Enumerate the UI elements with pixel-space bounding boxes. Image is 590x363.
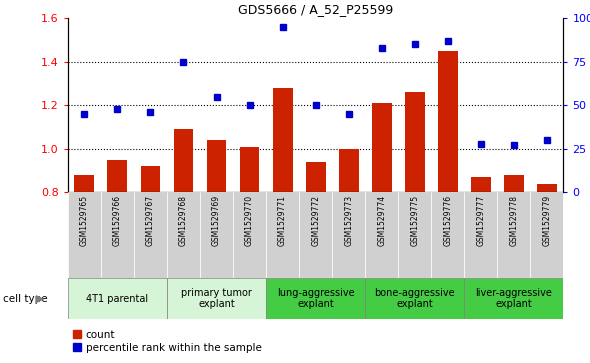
Bar bbox=[471, 177, 491, 363]
Text: 4T1 parental: 4T1 parental bbox=[86, 294, 149, 303]
Bar bbox=[233, 192, 266, 278]
Text: ▶: ▶ bbox=[36, 294, 44, 303]
Bar bbox=[372, 103, 392, 363]
Bar bbox=[504, 175, 524, 363]
Bar bbox=[365, 278, 464, 319]
Bar bbox=[134, 192, 167, 278]
Text: GSM1529769: GSM1529769 bbox=[212, 195, 221, 246]
Text: GSM1529777: GSM1529777 bbox=[476, 195, 486, 246]
Bar bbox=[68, 192, 101, 278]
Text: GSM1529774: GSM1529774 bbox=[377, 195, 386, 246]
Text: GSM1529775: GSM1529775 bbox=[410, 195, 419, 246]
Bar bbox=[339, 149, 359, 363]
Bar bbox=[101, 192, 134, 278]
Text: lung-aggressive
explant: lung-aggressive explant bbox=[277, 288, 355, 309]
Bar bbox=[273, 88, 293, 363]
Legend: count, percentile rank within the sample: count, percentile rank within the sample bbox=[73, 330, 261, 353]
Text: GSM1529770: GSM1529770 bbox=[245, 195, 254, 246]
Text: liver-aggressive
explant: liver-aggressive explant bbox=[476, 288, 552, 309]
Text: GSM1529772: GSM1529772 bbox=[311, 195, 320, 246]
Bar bbox=[464, 278, 563, 319]
Title: GDS5666 / A_52_P25599: GDS5666 / A_52_P25599 bbox=[238, 3, 394, 16]
Bar bbox=[173, 129, 194, 363]
Text: GSM1529767: GSM1529767 bbox=[146, 195, 155, 246]
Bar bbox=[200, 192, 233, 278]
Bar bbox=[332, 192, 365, 278]
Text: GSM1529773: GSM1529773 bbox=[344, 195, 353, 246]
Bar bbox=[74, 175, 94, 363]
Bar bbox=[530, 192, 563, 278]
Text: GSM1529779: GSM1529779 bbox=[542, 195, 552, 246]
Bar bbox=[438, 51, 458, 363]
Text: GSM1529765: GSM1529765 bbox=[80, 195, 89, 246]
Text: GSM1529771: GSM1529771 bbox=[278, 195, 287, 246]
Bar bbox=[107, 160, 127, 363]
Bar bbox=[299, 192, 332, 278]
Text: bone-aggressive
explant: bone-aggressive explant bbox=[375, 288, 455, 309]
Bar bbox=[68, 278, 167, 319]
Text: GSM1529768: GSM1529768 bbox=[179, 195, 188, 246]
Text: GSM1529776: GSM1529776 bbox=[443, 195, 453, 246]
Bar bbox=[464, 192, 497, 278]
Bar bbox=[167, 192, 200, 278]
Bar bbox=[266, 192, 299, 278]
Bar bbox=[167, 278, 266, 319]
Bar bbox=[398, 192, 431, 278]
Bar bbox=[266, 278, 365, 319]
Bar bbox=[405, 92, 425, 363]
Text: primary tumor
explant: primary tumor explant bbox=[181, 288, 252, 309]
Text: cell type: cell type bbox=[3, 294, 48, 303]
Bar bbox=[497, 192, 530, 278]
Bar bbox=[431, 192, 464, 278]
Bar bbox=[140, 166, 160, 363]
Text: GSM1529766: GSM1529766 bbox=[113, 195, 122, 246]
Text: GSM1529778: GSM1529778 bbox=[509, 195, 519, 246]
Bar bbox=[240, 147, 260, 363]
Bar bbox=[206, 140, 227, 363]
Bar bbox=[306, 162, 326, 363]
Bar bbox=[365, 192, 398, 278]
Bar bbox=[537, 184, 557, 363]
